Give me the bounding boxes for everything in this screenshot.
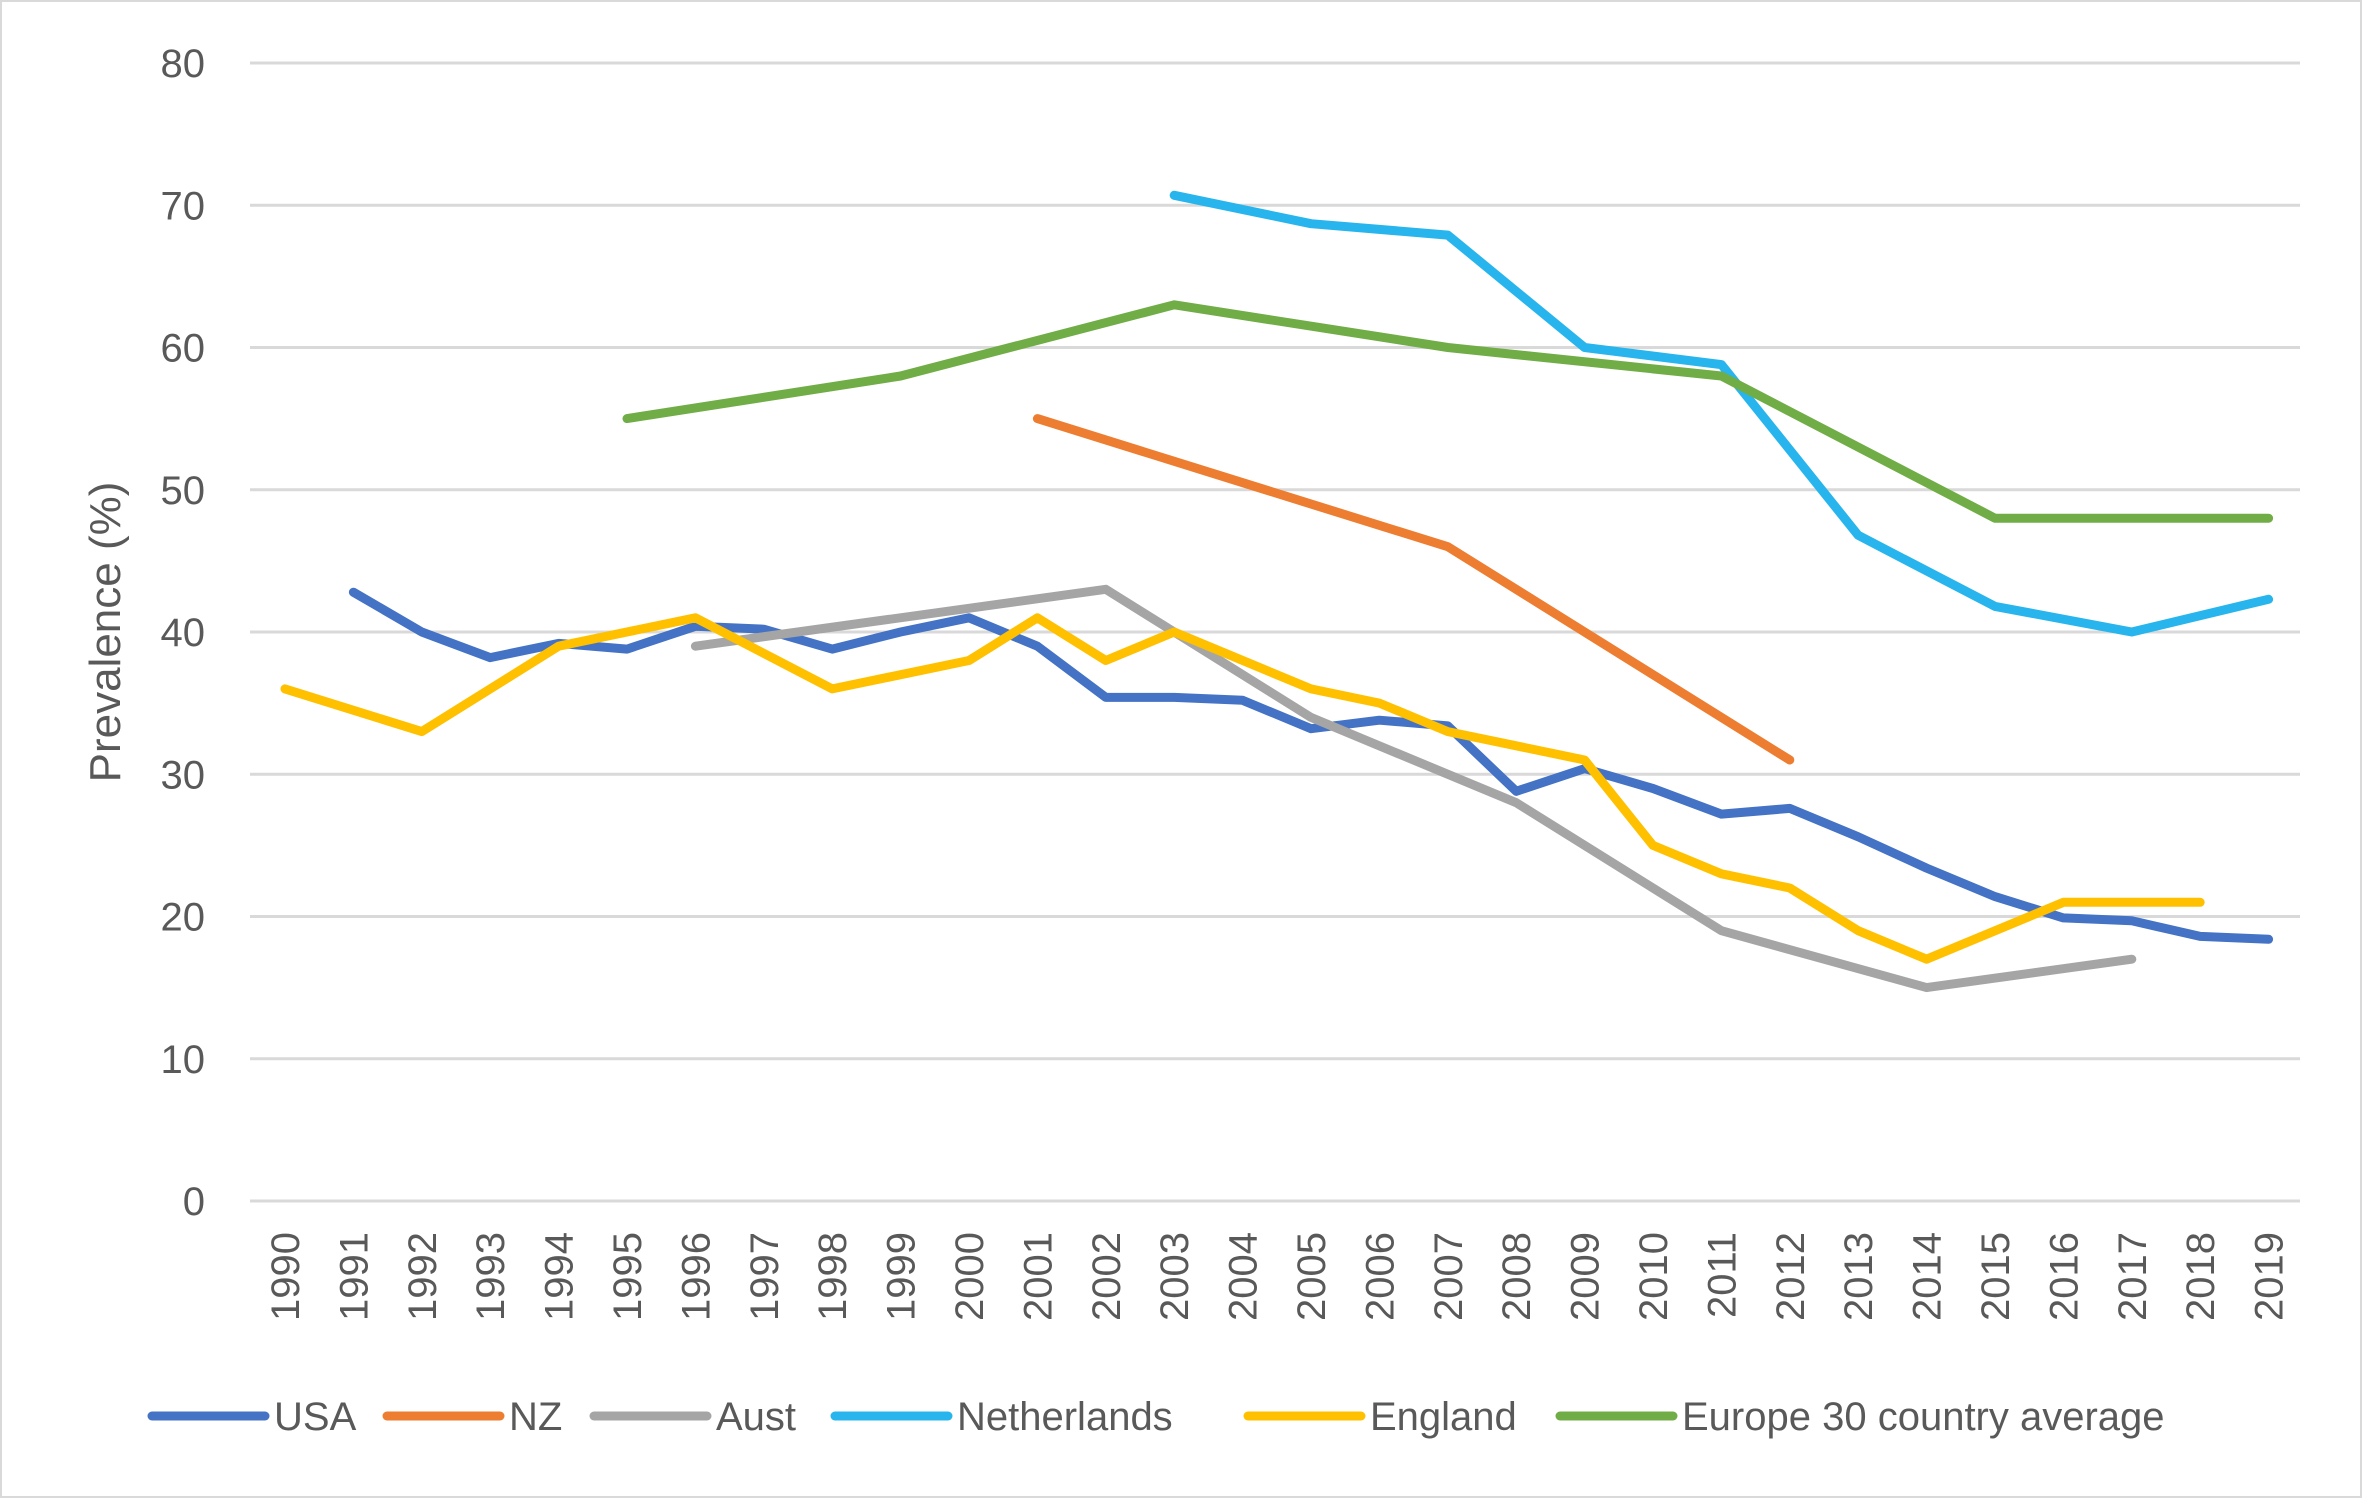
legend-label-europe-30-country-average: Europe 30 country average	[1682, 1395, 2165, 1439]
x-tick-label: 1992	[401, 1232, 445, 1321]
x-tick-label: 2019	[2248, 1232, 2292, 1321]
x-tick-label: 2013	[1837, 1232, 1881, 1321]
x-tick-label: 2007	[1427, 1232, 1471, 1321]
x-tick-label: 1993	[469, 1232, 513, 1321]
x-tick-label: 1997	[743, 1232, 787, 1321]
series-line-england	[280, 613, 2205, 964]
y-tick-label: 50	[161, 469, 206, 513]
x-tick-label: 1998	[811, 1232, 855, 1321]
series-line-usa	[348, 587, 2274, 944]
legend-label-aust: Aust	[716, 1395, 796, 1439]
x-tick-label: 2012	[1769, 1232, 1813, 1321]
x-tick-label: 2003	[1153, 1232, 1197, 1321]
x-tick-label: 2016	[2042, 1232, 2086, 1321]
series-line-nz	[1032, 414, 1795, 765]
x-tick-label: 2011	[1700, 1232, 1744, 1318]
y-tick-label: 70	[161, 184, 206, 228]
x-tick-label: 2017	[2111, 1232, 2155, 1321]
y-tick-label: 0	[183, 1180, 205, 1224]
series-line-aust	[690, 584, 2137, 993]
x-tick-label: 2006	[1358, 1232, 1402, 1321]
y-tick-label: 30	[161, 753, 206, 797]
legend: USA NZ Aust Netherlands England Europe 30 cou…	[147, 1395, 2165, 1439]
x-tick-label: 1994	[538, 1232, 582, 1321]
x-tick-label: 1991	[332, 1232, 376, 1321]
legend-label-netherlands: Netherlands	[957, 1395, 1173, 1439]
y-tick-label: 10	[161, 1038, 206, 1082]
x-tick-label: 2015	[1974, 1232, 2018, 1321]
series-lines	[280, 190, 2274, 993]
x-tick-label: 2004	[1222, 1232, 1266, 1321]
legend-label-nz: NZ	[509, 1395, 562, 1439]
x-tick-label: 2009	[1564, 1232, 1608, 1321]
gridlines	[250, 61, 2300, 1203]
series-line-netherlands	[1169, 190, 2274, 637]
x-tick-label: 2005	[1290, 1232, 1334, 1321]
x-tick-label: 2002	[1085, 1232, 1129, 1321]
y-tick-label: 40	[161, 611, 206, 655]
legend-label-england: England	[1370, 1395, 1517, 1439]
x-tick-label: 2014	[1906, 1232, 1950, 1321]
x-tick-label: 1999	[880, 1232, 924, 1321]
x-tick-labels: 1990 1991 1992 1993 1994 1995 1996 1997 1998 1999…	[264, 1232, 2292, 1321]
y-tick-labels: 0 10 20 30 40 50 60 70 80	[161, 42, 206, 1224]
x-tick-label: 2010	[1632, 1232, 1676, 1321]
x-tick-label: 1995	[606, 1232, 650, 1321]
y-tick-label: 80	[161, 42, 206, 86]
legend-label-usa: USA	[274, 1395, 357, 1439]
x-tick-label: 1996	[674, 1232, 718, 1321]
x-tick-label: 2001	[1016, 1232, 1060, 1321]
y-tick-label: 60	[161, 327, 206, 371]
x-tick-label: 2018	[2179, 1232, 2223, 1321]
x-tick-label: 1990	[264, 1232, 308, 1321]
series-line-europe-30-country-average	[622, 300, 2274, 523]
x-tick-label: 2008	[1495, 1232, 1539, 1321]
y-axis-label: Prevalence (%)	[81, 482, 130, 783]
x-tick-label: 2000	[948, 1232, 992, 1321]
y-tick-label: 20	[161, 896, 206, 940]
